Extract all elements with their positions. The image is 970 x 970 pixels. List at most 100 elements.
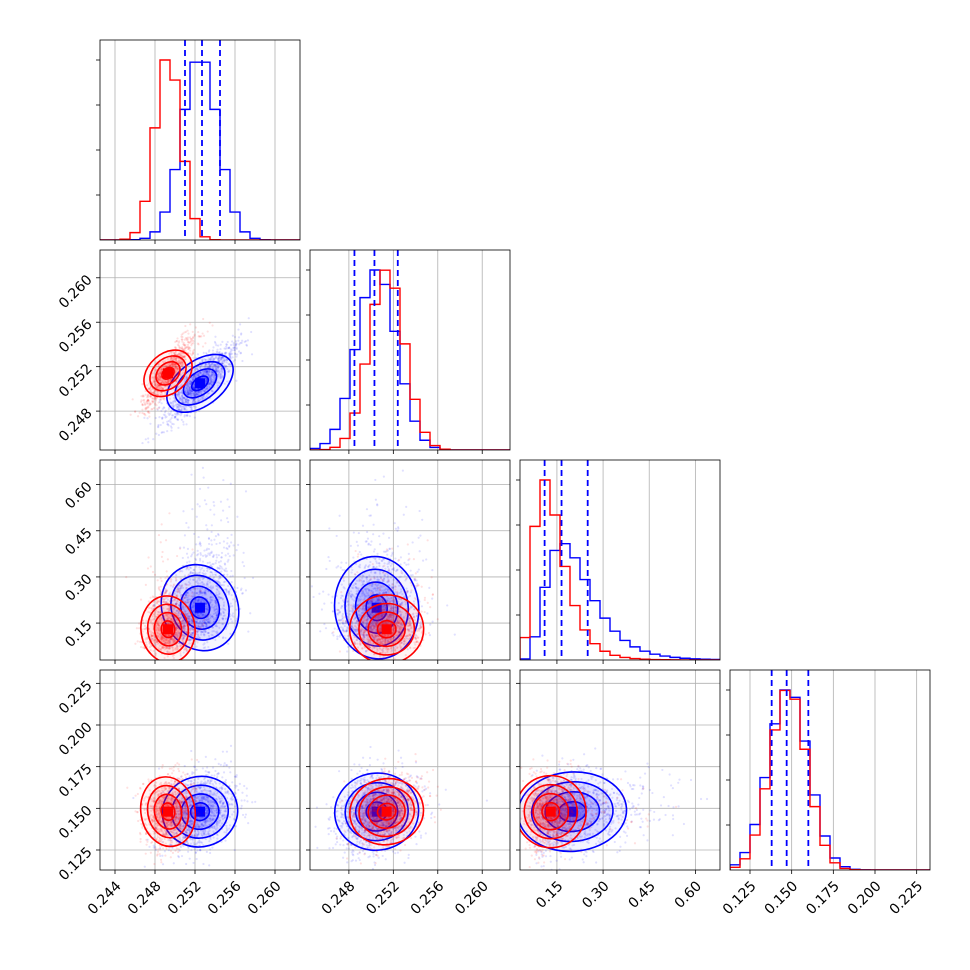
- sample-point: [201, 359, 204, 363]
- sample-point: [205, 607, 208, 610]
- sample-point: [151, 397, 154, 400]
- sample-point: [194, 609, 197, 612]
- sample-point: [185, 552, 189, 555]
- sample-point: [180, 351, 183, 354]
- sample-point: [176, 554, 179, 558]
- sample-point: [189, 340, 192, 344]
- sample-point: [194, 406, 198, 409]
- sample-point: [227, 370, 230, 373]
- sample-point: [206, 372, 210, 376]
- sample-point: [224, 351, 227, 354]
- sample-point: [153, 380, 156, 384]
- sample-point: [191, 401, 194, 404]
- histogram-series-1: [100, 59, 300, 240]
- density-peak: [195, 378, 205, 389]
- sample-point: [204, 342, 207, 345]
- sample-point: [179, 385, 182, 388]
- sample-point: [205, 373, 208, 376]
- sample-point: [202, 622, 205, 625]
- sample-point: [223, 359, 226, 362]
- sample-point: [349, 544, 352, 547]
- sample-point: [191, 390, 194, 393]
- sample-point: [204, 621, 207, 624]
- sample-point: [186, 601, 189, 604]
- sample-point: [218, 576, 222, 579]
- sample-point: [222, 610, 225, 613]
- sample-point: [174, 365, 177, 368]
- sample-point: [193, 394, 196, 398]
- sample-point: [184, 389, 187, 393]
- sample-point: [181, 355, 184, 358]
- sample-point: [210, 390, 213, 393]
- sample-point: [211, 355, 214, 359]
- sample-point: [213, 376, 216, 379]
- sample-point: [204, 625, 207, 629]
- sample-point: [180, 333, 183, 336]
- sample-point: [216, 567, 219, 570]
- sample-point: [195, 617, 198, 621]
- panel-content: [100, 40, 300, 240]
- sample-point: [192, 398, 196, 402]
- sample-point: [158, 372, 161, 375]
- sample-point: [164, 381, 167, 384]
- sample-point: [331, 595, 334, 598]
- sample-point: [183, 388, 187, 392]
- sample-point: [185, 375, 188, 378]
- sample-point: [187, 598, 190, 601]
- sample-point: [209, 356, 213, 359]
- sample-point: [178, 632, 181, 635]
- sample-point: [171, 585, 175, 588]
- sample-point: [173, 357, 176, 360]
- sample-point: [232, 554, 235, 557]
- sample-point: [221, 617, 224, 620]
- sample-point: [151, 376, 155, 380]
- sample-point: [192, 374, 196, 378]
- sample-point: [206, 547, 209, 550]
- sample-point: [189, 388, 192, 391]
- sample-point: [230, 533, 233, 536]
- sample-point: [175, 365, 178, 368]
- sample-point: [335, 534, 338, 538]
- sample-point: [143, 403, 147, 407]
- sample-point: [223, 382, 226, 385]
- sample-point: [184, 386, 188, 389]
- sample-point: [186, 547, 190, 550]
- sample-point: [129, 413, 132, 416]
- sample-point: [152, 438, 155, 441]
- sample-point: [165, 364, 168, 367]
- sample-point: [212, 563, 215, 566]
- sample-point: [225, 570, 228, 573]
- sample-point: [170, 379, 173, 383]
- sample-point: [161, 360, 165, 363]
- sample-point: [154, 403, 157, 406]
- sample-point: [188, 566, 192, 569]
- sample-point: [196, 624, 200, 627]
- sample-point: [164, 391, 167, 394]
- sample-point: [374, 478, 377, 482]
- sample-point: [182, 356, 186, 359]
- sample-point: [223, 347, 226, 350]
- sample-point: [160, 368, 163, 371]
- sample-point: [185, 408, 188, 411]
- sample-point: [162, 431, 166, 434]
- sample-point: [149, 388, 153, 392]
- sample-point: [184, 400, 187, 403]
- sample-point: [155, 397, 158, 400]
- sample-point: [193, 386, 196, 389]
- sample-point: [209, 508, 212, 511]
- sample-point: [191, 548, 194, 551]
- sample-point: [172, 423, 175, 426]
- sample-point: [163, 396, 166, 400]
- sample-point: [207, 372, 210, 376]
- sample-point: [146, 396, 149, 399]
- sample-point: [208, 370, 211, 373]
- sample-point: [205, 379, 208, 382]
- sample-point: [182, 420, 185, 423]
- sample-point: [175, 353, 178, 356]
- sample-point: [159, 423, 162, 427]
- sample-point: [188, 385, 191, 388]
- sample-point: [214, 365, 217, 368]
- sample-point: [170, 429, 173, 432]
- sample-point: [191, 392, 194, 395]
- sample-point: [182, 407, 185, 411]
